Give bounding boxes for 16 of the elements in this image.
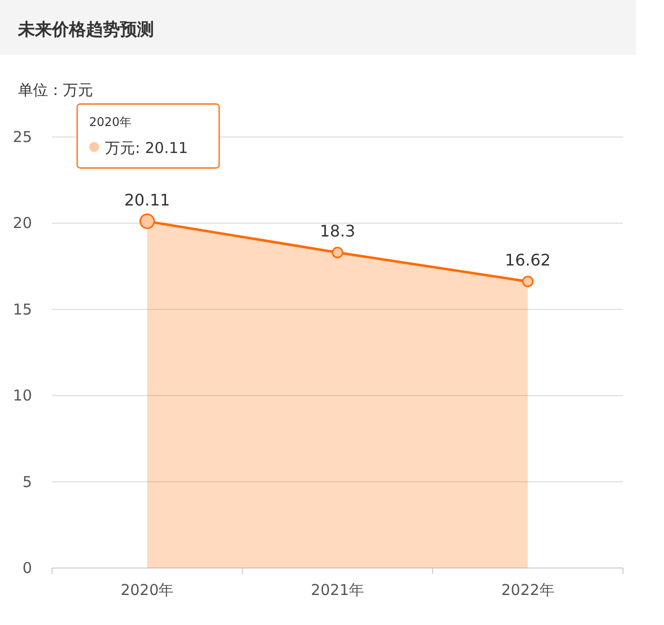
y-tick-label: 10 xyxy=(12,386,32,405)
chart-title: 未来价格趋势预测 xyxy=(17,20,154,40)
data-label: 16.62 xyxy=(504,250,551,270)
y-tick-label: 15 xyxy=(12,300,32,318)
y-tick-label: 0 xyxy=(22,559,32,577)
annotation: 万元: 20.11 xyxy=(105,139,188,157)
data-label: 20.11 xyxy=(124,190,170,210)
y-tick-label: 5 xyxy=(22,472,32,491)
y-tick-label: 25 xyxy=(12,128,32,146)
x-tick-label: 2022年 xyxy=(501,581,554,599)
x-tick-label: 2020年 xyxy=(120,581,174,599)
text: 2020年 xyxy=(89,115,132,129)
data-label: 18.3 xyxy=(320,222,356,241)
chart-subtitle: 单位：万元 xyxy=(18,81,93,99)
x-tick-label: 2021年 xyxy=(310,581,364,599)
y-tick-label: 20 xyxy=(12,214,32,232)
